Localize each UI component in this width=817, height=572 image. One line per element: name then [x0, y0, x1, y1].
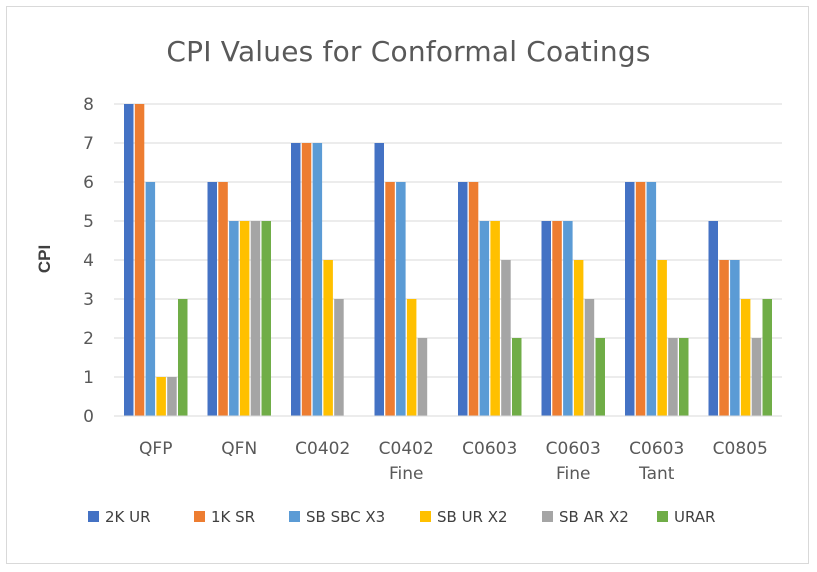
bar-urar-qfp: [178, 299, 188, 416]
bar-sb-ur-x2-c0402: [323, 260, 333, 416]
y-tick-label: 5: [83, 212, 94, 232]
legend-label: SB UR X2: [437, 508, 508, 526]
bar-sb-ur-x2-c0603-fine: [573, 260, 584, 416]
legend-label: SB AR X2: [559, 508, 629, 526]
bar-2k-ur-c0402-fine: [374, 143, 384, 416]
legend-swatch-sb-ar-x2: [542, 511, 553, 522]
bars: [124, 104, 772, 416]
bar-urar-c0603-fine: [595, 338, 605, 416]
bar-sb-sbc-x3-c0805: [730, 260, 740, 416]
bar-2k-ur-qfn: [207, 182, 217, 416]
bar-2k-ur-c0603-tant: [625, 182, 635, 416]
x-tick-label: QFN: [221, 439, 257, 459]
bar-2k-ur-c0603-fine: [541, 221, 551, 416]
legend-swatch-1k-sr: [194, 511, 205, 522]
bar-sb-sbc-x3-c0402: [312, 143, 323, 416]
legend-swatch-sb-ur-x2: [420, 511, 431, 522]
bar-sb-sbc-x3-qfp: [145, 182, 156, 416]
x-tick-label: C0402: [295, 439, 350, 459]
bar-2k-ur-qfp: [124, 104, 134, 416]
bar-sb-ur-x2-qfp: [156, 377, 166, 416]
y-tick-label: 4: [83, 251, 94, 271]
bar-1k-sr-qfp: [134, 104, 145, 416]
bar-2k-ur-c0402: [291, 143, 301, 416]
bar-sb-ar-x2-qfn: [250, 221, 261, 416]
bar-sb-ar-x2-c0603-fine: [584, 299, 595, 416]
bar-sb-ur-x2-c0402-fine: [406, 299, 417, 416]
bar-urar-c0603: [512, 338, 522, 416]
bar-1k-sr-c0402-fine: [385, 182, 395, 416]
bar-sb-ur-x2-qfn: [239, 221, 250, 416]
bar-2k-ur-c0603: [458, 182, 468, 416]
legend-swatch-urar: [657, 511, 668, 522]
y-tick-label: 3: [83, 290, 94, 310]
x-tick-label: QFP: [139, 439, 172, 459]
y-tick-label: 2: [83, 329, 94, 349]
bar-sb-ar-x2-c0603-tant: [668, 338, 678, 416]
legend-label: SB SBC X3: [306, 508, 385, 526]
bar-sb-ar-x2-c0402: [334, 299, 344, 416]
legend-swatch-2k-ur: [88, 511, 99, 522]
legend-label: URAR: [674, 508, 715, 526]
bar-sb-ur-x2-c0603-tant: [657, 260, 667, 416]
bar-urar-c0805: [762, 299, 772, 416]
bar-sb-ar-x2-qfp: [167, 377, 177, 416]
bar-sb-sbc-x3-c0402-fine: [396, 182, 406, 416]
legend-label: 1K SR: [211, 508, 255, 526]
bar-sb-ar-x2-c0603: [501, 260, 511, 416]
axes: 0 1 2 3 4 5 6 7 8 QFP QFN C0402 C0402 Fine C0603 C0603 F…: [83, 95, 782, 484]
x-tick-label: C0805: [713, 439, 768, 459]
x-tick-label: C0603: [546, 439, 601, 459]
y-tick-label: 6: [83, 173, 94, 193]
bar-2k-ur-c0805: [708, 221, 718, 416]
bar-1k-sr-c0603: [468, 182, 479, 416]
bar-urar-c0603-tant: [679, 338, 689, 416]
bar-sb-sbc-x3-qfn: [229, 221, 239, 416]
bar-1k-sr-c0402: [301, 143, 312, 416]
y-tick-label: 0: [83, 407, 94, 427]
bar-1k-sr-c0603-tant: [635, 182, 646, 416]
chart-title: CPI Values for Conformal Coatings: [166, 35, 651, 68]
bar-sb-sbc-x3-c0603: [479, 221, 490, 416]
legend-swatch-sb-sbc-x3: [289, 511, 300, 522]
y-tick-label: 1: [83, 368, 94, 388]
y-tick-label: 8: [83, 95, 94, 115]
x-tick-label: C0402: [379, 439, 434, 459]
bar-sb-ur-x2-c0805: [740, 299, 751, 416]
y-tick-label: 7: [83, 134, 94, 154]
bar-urar-qfn: [261, 221, 271, 416]
bar-sb-ar-x2-c0402-fine: [417, 338, 428, 416]
bar-sb-ur-x2-c0603: [490, 221, 500, 416]
legend-label: 2K UR: [105, 508, 151, 526]
bar-1k-sr-c0805: [719, 260, 729, 416]
legend: 2K UR 1K SR SB SBC X3 SB UR X2 SB AR X2 URAR: [88, 508, 715, 526]
x-tick-label: Fine: [389, 464, 424, 484]
x-tick-label: Fine: [556, 464, 591, 484]
x-tick-label: Tant: [638, 464, 675, 484]
bar-sb-ar-x2-c0805: [751, 338, 762, 416]
bar-1k-sr-c0603-fine: [552, 221, 562, 416]
x-tick-label: C0603: [629, 439, 684, 459]
bar-sb-sbc-x3-c0603-tant: [646, 182, 657, 416]
bar-1k-sr-qfn: [218, 182, 228, 416]
bar-sb-sbc-x3-c0603-fine: [563, 221, 573, 416]
x-tick-label: C0603: [462, 439, 517, 459]
